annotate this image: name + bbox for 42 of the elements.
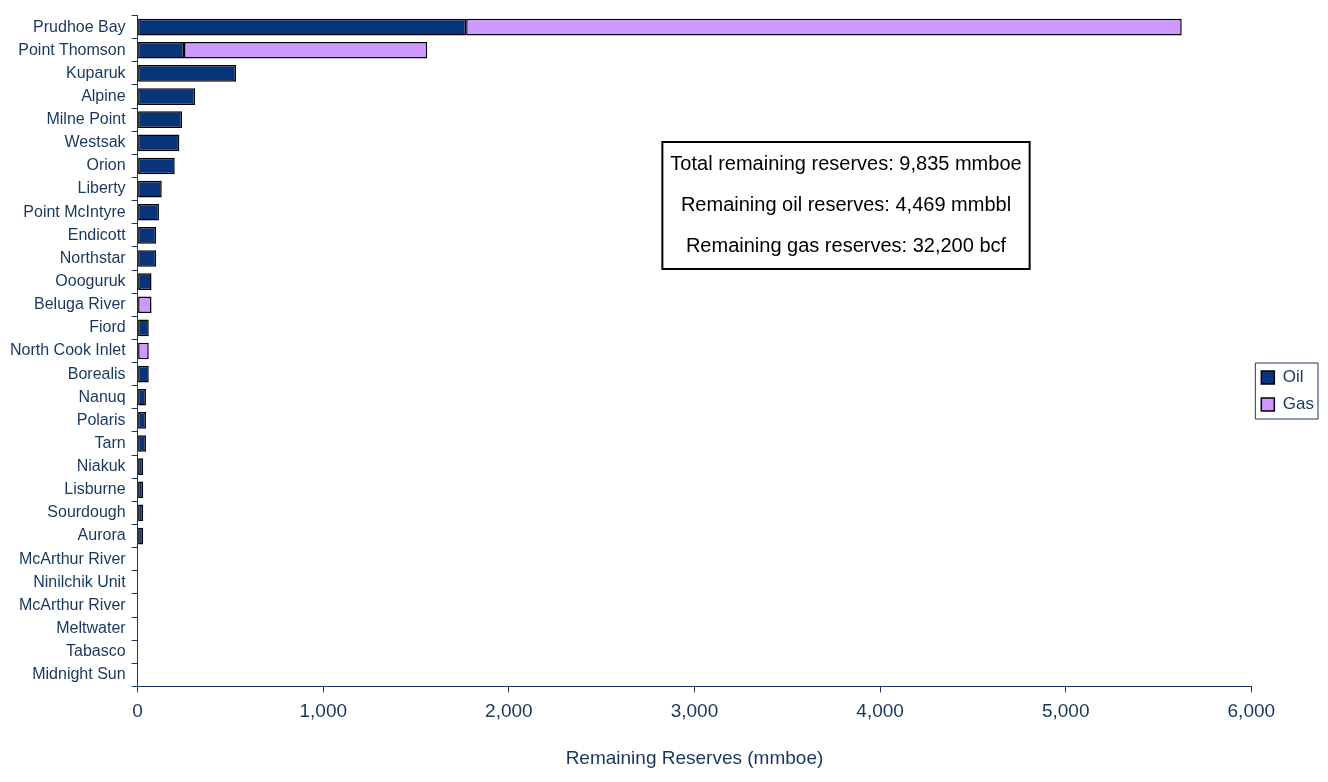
y-tick-label: Point McIntyre	[23, 202, 126, 220]
y-tick-label: Lisburne	[64, 480, 126, 498]
x-tick-label: 0	[132, 700, 143, 722]
y-tick-label: Oooguruk	[55, 272, 127, 290]
y-tick-label: Meltwater	[56, 618, 127, 636]
y-tick-label: Fiord	[89, 318, 126, 336]
y-tick-label: Kuparuk	[66, 63, 127, 81]
y-tick-label: Niakuk	[76, 457, 127, 475]
y-tick-label: Nanuq	[78, 387, 126, 405]
y-tick-label: Northstar	[59, 248, 127, 266]
annotation: Total remaining reserves: 9,835 mmboe	[670, 151, 1022, 174]
y-tick-label: Milne Point	[46, 110, 127, 128]
x-tick-label: 5,000	[1041, 700, 1090, 722]
y-tick-label: Endicott	[67, 225, 127, 243]
y-tick-label: Prudhoe Bay	[33, 17, 126, 35]
x-tick-label: 4,000	[856, 700, 904, 722]
y-tick-label: Westsak	[64, 133, 127, 151]
x-tick-label: 2,000	[485, 700, 533, 722]
y-tick-label: Point Thomson	[18, 40, 126, 58]
legend-label: Gas	[1282, 394, 1315, 414]
x-axis-title: Remaining Reserves (mmboe)	[565, 746, 824, 768]
y-tick-label: McArthur River	[18, 595, 127, 613]
x-tick-label: 3,000	[670, 700, 719, 722]
y-tick-label: Borealis	[67, 364, 126, 382]
y-tick-label: Aurora	[77, 526, 126, 544]
y-tick-label: Sourdough	[47, 503, 126, 521]
y-tick-label: Midnight Sun	[32, 665, 126, 683]
annotation: Remaining oil reserves: 4,469 mmbbl	[680, 192, 1012, 215]
y-tick-label: Liberty	[77, 179, 126, 197]
x-tick-label: 6,000	[1227, 700, 1276, 722]
y-tick-label: McArthur River	[18, 549, 127, 567]
y-tick-label: Ninilchik Unit	[33, 572, 127, 590]
y-tick-label: Tarn	[94, 433, 126, 451]
y-tick-label: North Cook Inlet	[10, 341, 127, 359]
y-tick-label: Orion	[86, 156, 126, 174]
y-tick-label: Beluga River	[34, 295, 127, 313]
y-tick-label: Alpine	[81, 86, 126, 104]
annotation: Remaining gas reserves: 32,200 bcf	[685, 233, 1007, 256]
legend-label: Oil	[1282, 367, 1304, 387]
x-tick-label: 1,000	[299, 700, 347, 722]
y-tick-label: Tabasco	[66, 642, 126, 660]
y-tick-label: Polaris	[76, 410, 126, 428]
